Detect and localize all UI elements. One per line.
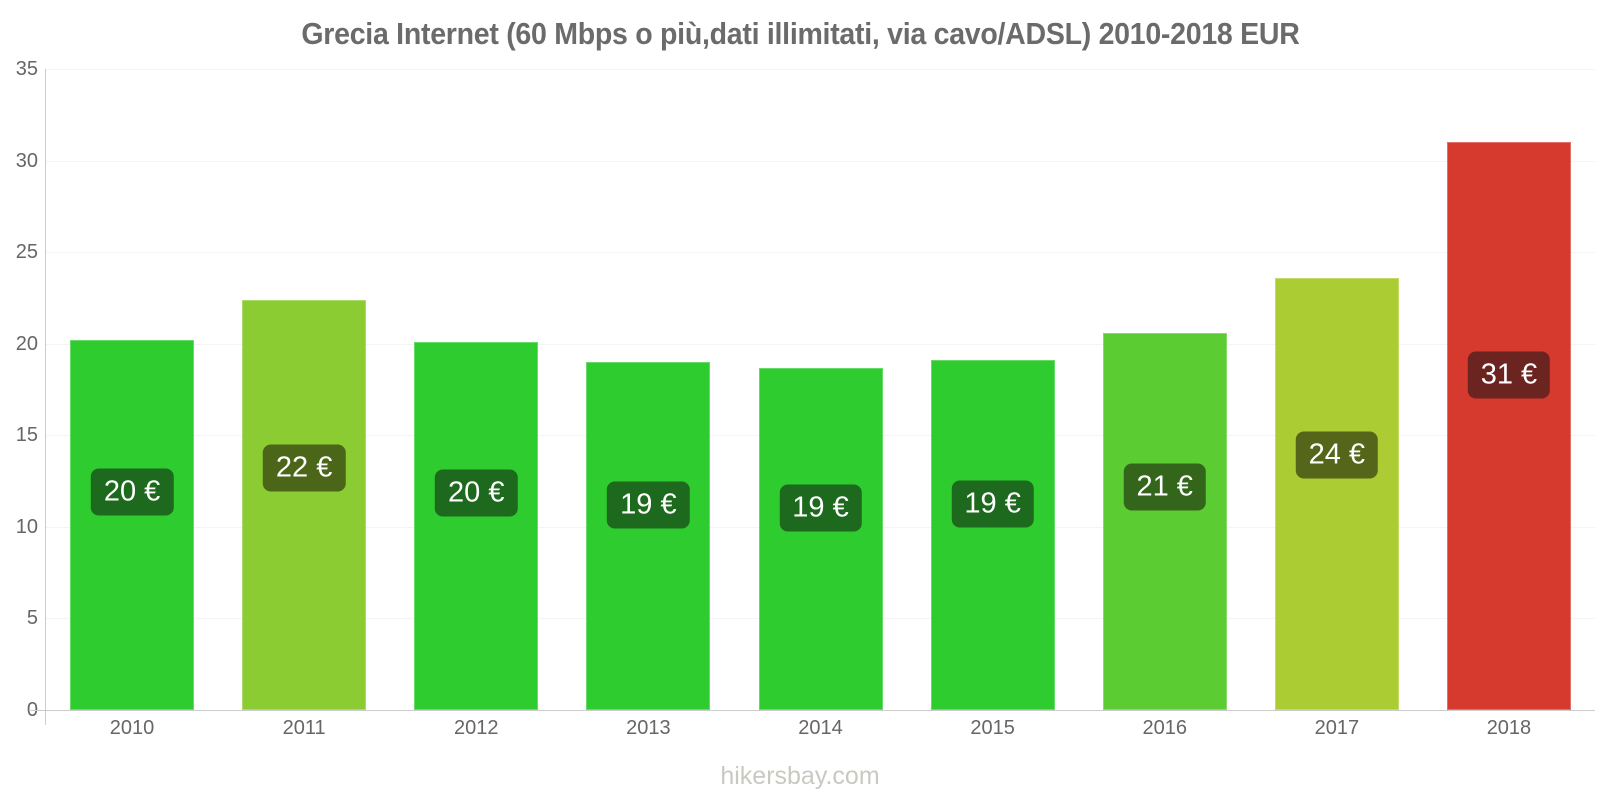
bar-2014[interactable] [758,367,883,710]
gridline-20 [46,343,1595,345]
chart-title: Grecia Internet (60 Mbps o più,dati illi… [0,16,1600,52]
y-axis-label-15: 15 [15,424,38,447]
gridline-25 [46,252,1595,254]
bar-value-label-2015: 19 € [951,480,1034,528]
bar-value-label-2017: 24 € [1295,431,1379,479]
bar-value-label-2018: 31 € [1467,351,1551,399]
x-axis-label-2011: 2011 [282,717,326,739]
y-axis-label-30: 30 [15,149,38,172]
bar-2018[interactable] [1446,142,1571,710]
watermark: hikersbay.com [720,762,880,790]
bar-2010[interactable] [70,340,195,710]
x-axis-label-2010: 2010 [109,717,155,739]
y-axis-line [45,69,46,725]
y-axis-label-35: 35 [15,58,38,80]
bar-2016[interactable] [1102,332,1227,710]
bar-2015[interactable] [930,360,1055,710]
bar-value-label-2011: 22 € [262,444,346,492]
x-axis-label-2018: 2018 [1486,717,1532,739]
bar-2011[interactable] [242,299,367,710]
x-axis-line [45,710,1595,711]
x-axis-label-2015: 2015 [970,717,1015,739]
x-axis-label-2014: 2014 [798,717,843,739]
x-axis-label-2012: 2012 [454,717,499,739]
bar-value-label-2010: 20 € [90,468,174,516]
y-axis-label-20: 20 [15,332,38,355]
y-axis-label-10: 10 [15,515,38,538]
x-axis-label-2017: 2017 [1314,717,1360,739]
y-axis-label-5: 5 [26,607,38,630]
x-axis-label-2016: 2016 [1142,717,1187,739]
bar-value-label-2016: 21 € [1123,463,1206,511]
bar-value-label-2012: 20 € [435,469,518,517]
bar-value-label-2014: 19 € [779,484,862,532]
origin-tick [29,710,45,711]
bar-value-label-2013: 19 € [607,481,690,529]
bar-2017[interactable] [1274,277,1399,710]
chart-title-text: Grecia Internet (60 Mbps o più,dati illi… [300,16,1300,51]
y-axis-label-25: 25 [15,241,38,264]
gridline-30 [46,160,1595,162]
x-axis-label-2013: 2013 [626,717,671,739]
bar-2012[interactable] [414,341,539,710]
gridline-35 [46,69,1595,70]
bar-2013[interactable] [586,362,711,710]
